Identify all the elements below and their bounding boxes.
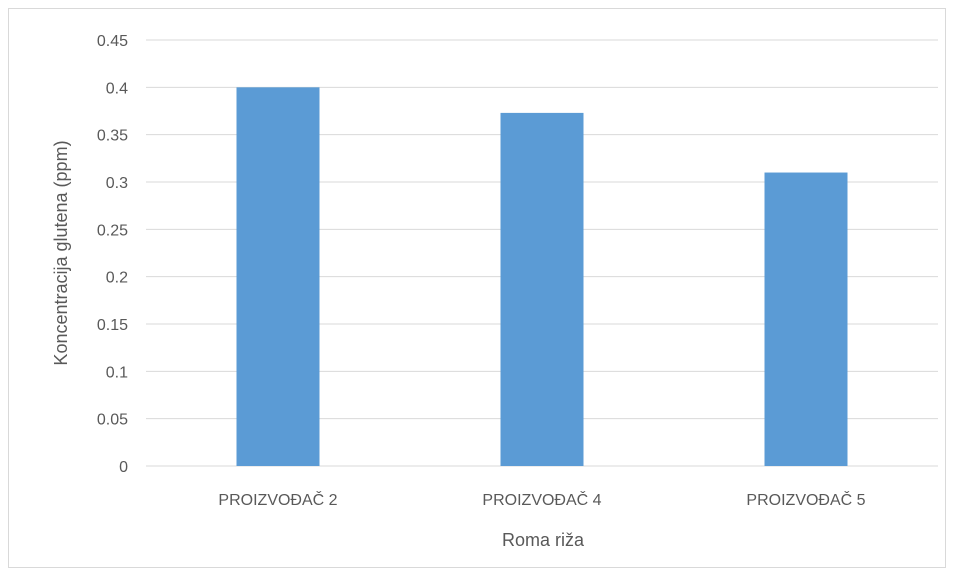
bars — [236, 87, 848, 467]
bar — [236, 87, 320, 466]
y-tick-label: 0.05 — [97, 412, 128, 429]
x-axis-title: Roma riža — [502, 530, 585, 550]
y-tick-label: 0.35 — [97, 128, 128, 145]
y-axis-title: Koncentracija glutena (ppm) — [51, 140, 71, 365]
y-tick-label: 0.1 — [106, 364, 128, 381]
y-tick-label: 0.25 — [97, 222, 128, 239]
x-tick-label: PROIZVOĐAČ 2 — [218, 490, 337, 509]
bar — [764, 172, 848, 467]
y-tick-label: 0.2 — [106, 270, 128, 287]
y-tick-label: 0 — [119, 459, 128, 476]
y-tick-labels: 0 0.05 0.1 0.15 0.2 0.25 0.3 0.35 0.4 0.45 — [97, 33, 128, 476]
x-tick-label: PROIZVOĐAČ 4 — [482, 490, 601, 509]
bar — [500, 112, 584, 466]
x-tick-label: PROIZVOĐAČ 5 — [746, 490, 865, 509]
y-tick-label: 0.4 — [106, 80, 128, 97]
y-tick-label: 0.3 — [106, 175, 128, 192]
y-tick-label: 0.45 — [97, 33, 128, 50]
y-tick-label: 0.15 — [97, 317, 128, 334]
x-tick-labels: PROIZVOĐAČ 2 PROIZVOĐAČ 4 PROIZVOĐAČ 5 — [218, 490, 865, 509]
